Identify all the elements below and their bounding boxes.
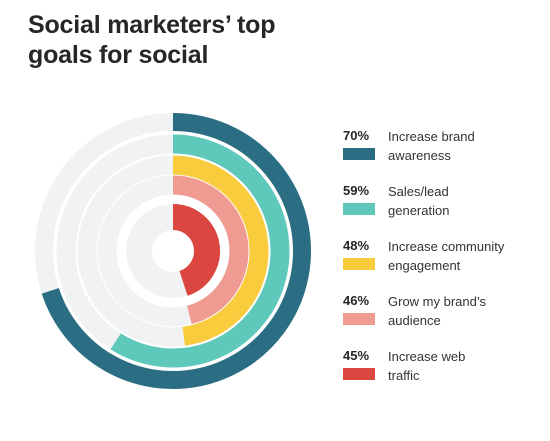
legend-label: Increase web traffic	[388, 349, 466, 383]
ring-bar-5	[172, 204, 220, 296]
legend-label: Sales/lead generation	[388, 184, 450, 218]
radial-bar-chart	[35, 113, 311, 389]
legend-item: 59% Sales/lead generation	[343, 182, 543, 226]
legend-value: 70%	[343, 128, 370, 143]
legend-label: Increase community engagement	[388, 239, 505, 273]
ring-bar-4	[172, 175, 249, 325]
legend-value: 48%	[343, 238, 370, 253]
legend-label: Grow my brand’s audience	[388, 294, 487, 328]
legend-label: Increase brand awareness	[388, 129, 475, 163]
legend-value: 46%	[343, 293, 370, 308]
legend-swatch	[343, 258, 375, 270]
ring-bar-1	[41, 113, 311, 389]
legend-value: 45%	[343, 348, 370, 363]
legend-item: 46% Grow my brand’s audience	[343, 292, 543, 336]
ring-bar-3	[172, 155, 269, 346]
legend-swatch	[343, 203, 375, 215]
legend-swatch	[343, 368, 375, 380]
legend-value: 59%	[343, 183, 370, 198]
legend-item: 45% Increase web traffic	[343, 347, 543, 391]
legend-item: 70% Increase brand awareness	[343, 127, 543, 171]
ring-bar-2	[110, 134, 290, 368]
legend-swatch	[343, 313, 375, 325]
chart-title: Social marketers’ top goals for social	[28, 11, 276, 69]
legend-item: 48% Increase community engagement	[343, 237, 543, 281]
legend-swatch	[343, 148, 375, 160]
